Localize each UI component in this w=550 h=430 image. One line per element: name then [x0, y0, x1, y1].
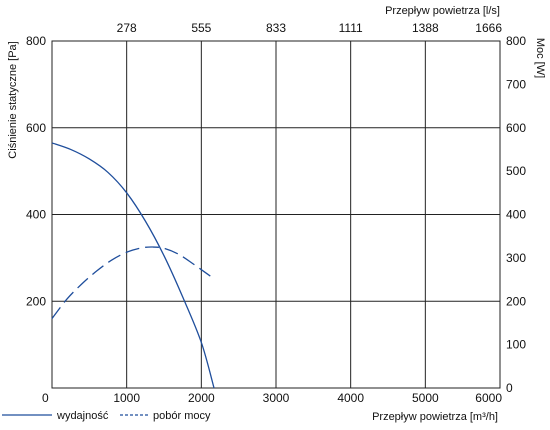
- x-top-tick-label: 278: [117, 21, 137, 35]
- x-tick-label: 0: [42, 391, 49, 405]
- y-right-tick-label: 100: [506, 338, 526, 352]
- y-left-tick-label: 800: [26, 34, 46, 48]
- x-tick-label: 5000: [412, 391, 439, 405]
- plot-frame: [51, 40, 501, 389]
- y-right-tick-label: 400: [506, 208, 526, 222]
- legend-dashed-label: pobór mocy: [153, 410, 211, 422]
- y-left-tick-label: 200: [26, 294, 46, 308]
- legend-solid-label: wydajność: [56, 410, 109, 422]
- x-top-tick-label: 1666: [475, 21, 502, 35]
- y-left-axis-title: Ciśnienie statyczne [Pa]: [7, 41, 19, 158]
- x-axis-title: Przepływ powietrza [m³/h]: [372, 411, 498, 423]
- x-top-tick-label: 555: [191, 21, 211, 35]
- x-tick-label: 4000: [337, 391, 364, 405]
- grid: [52, 41, 500, 388]
- y-right-tick-label: 600: [506, 121, 526, 135]
- x-top-tick-label: 1111: [339, 21, 363, 35]
- y-right-tick-label: 200: [506, 294, 526, 308]
- y-right-tick-label: 500: [506, 164, 526, 178]
- series-line-power: [51, 246, 211, 319]
- y-right-tick-label: 700: [506, 77, 526, 91]
- series-line-performance: [51, 142, 215, 389]
- x-tick-label: 2000: [188, 391, 215, 405]
- x-top-tick-label: 1388: [412, 21, 439, 35]
- y-right-tick-label: 0: [506, 381, 513, 395]
- y-right-axis-title: Moc [W]: [534, 38, 546, 78]
- y-left-tick-label: 400: [26, 208, 46, 222]
- x-top-axis-title: Przepływ powietrza [l/s]: [385, 5, 500, 17]
- x-tick-label: 1000: [113, 391, 140, 405]
- x-tick-label: 6000: [475, 391, 502, 405]
- x-tick-label: 3000: [263, 391, 290, 405]
- series-layer: [51, 142, 215, 389]
- y-left-tick-label: 600: [26, 121, 46, 135]
- x-top-tick-label: 833: [266, 21, 286, 35]
- y-right-tick-label: 800: [506, 34, 526, 48]
- legend: wydajność pobór mocy: [2, 410, 211, 422]
- y-right-tick-label: 300: [506, 251, 526, 265]
